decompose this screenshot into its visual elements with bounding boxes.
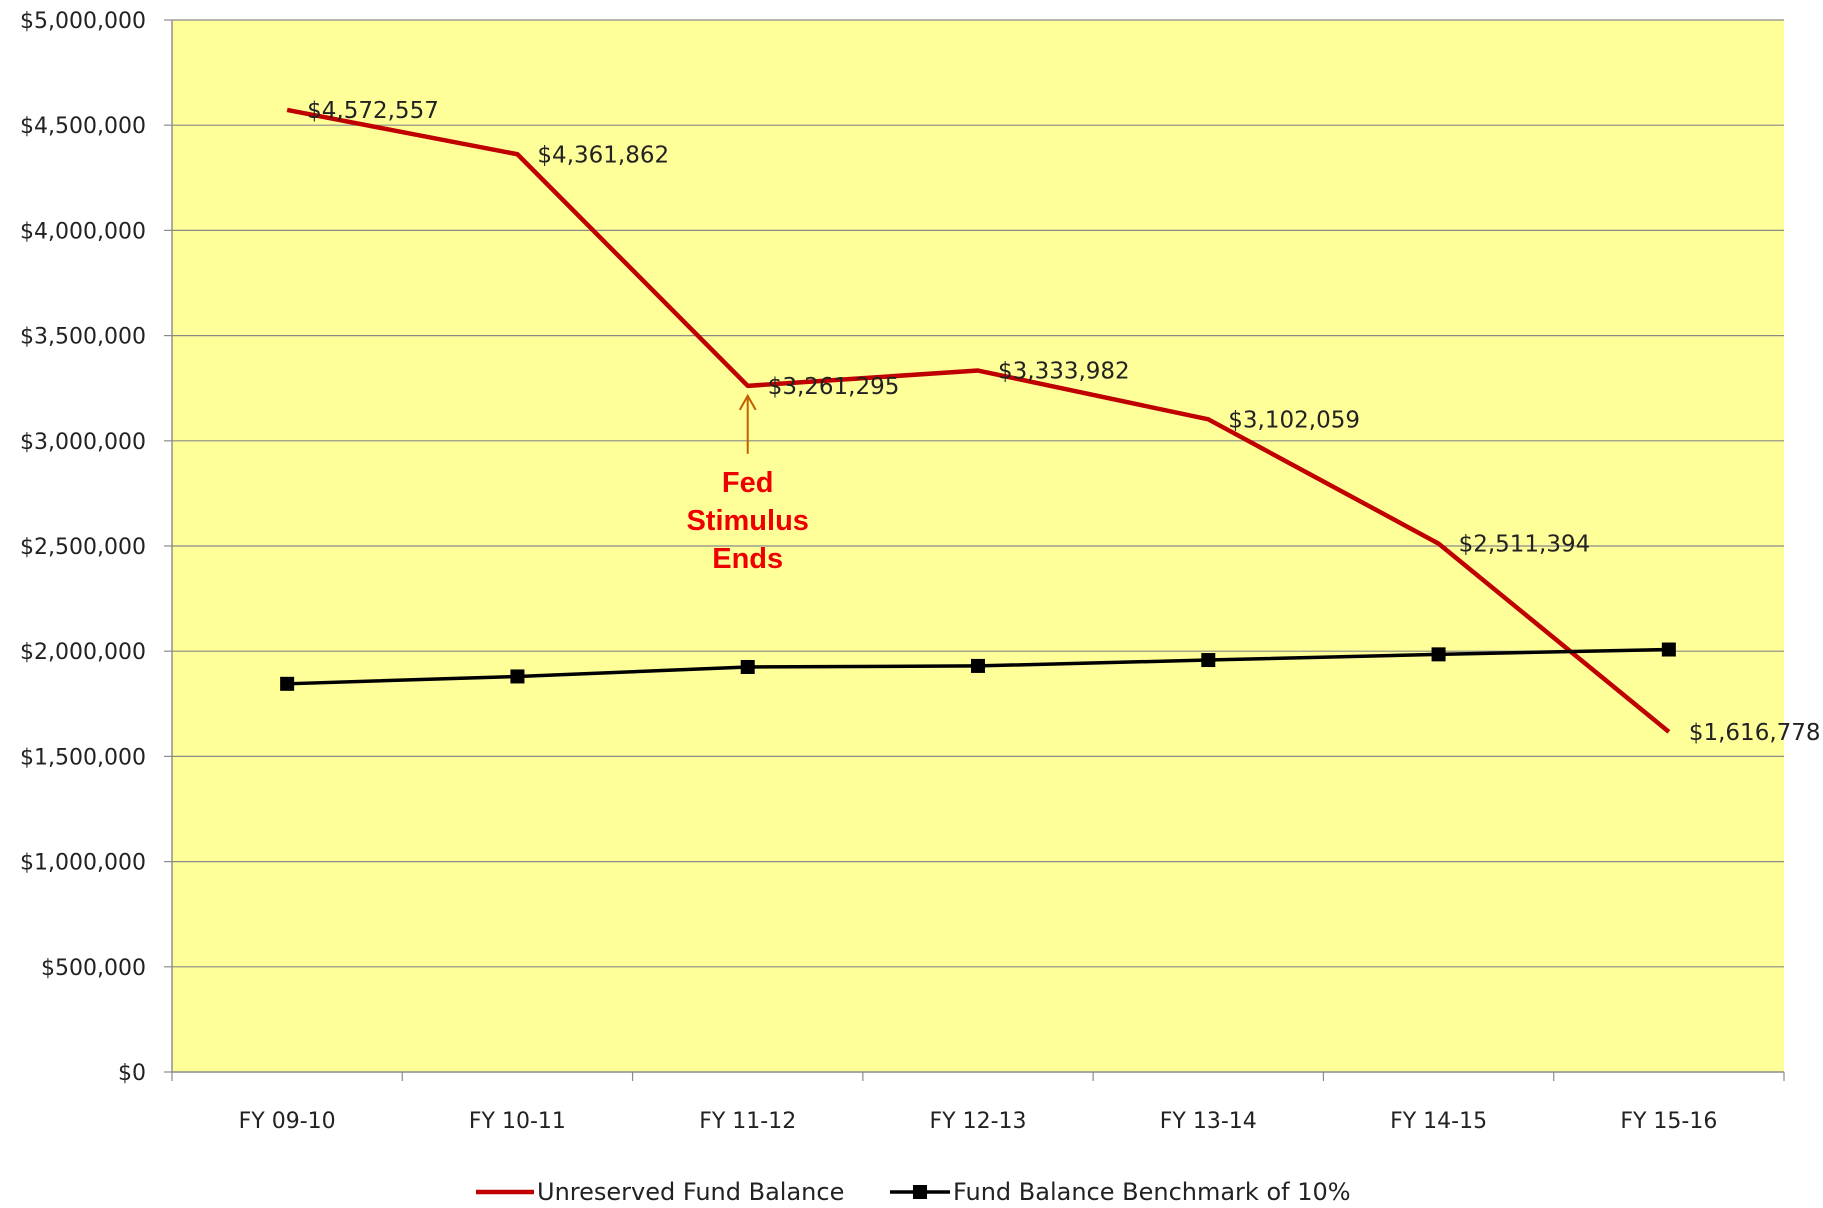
legend-label: Unreserved Fund Balance <box>537 1178 844 1206</box>
data-label: $3,333,982 <box>998 359 1130 385</box>
data-point <box>1201 653 1216 668</box>
data-labels: $4,572,557 $4,361,862 $3,261,295 $3,333,982… <box>307 98 1820 746</box>
annotation-text: Fed <box>722 467 774 499</box>
data-label: $1,616,778 <box>1689 720 1821 746</box>
y-tick-label: $3,000,000 <box>20 430 146 455</box>
y-tick-label: $3,500,000 <box>20 325 146 350</box>
annotation: Fed Stimulus Ends <box>686 393 809 575</box>
data-label: $3,102,059 <box>1228 407 1360 433</box>
y-tick-label: $2,000,000 <box>20 640 146 665</box>
data-point <box>1661 642 1676 657</box>
x-tick-label: FY 14-15 <box>1390 1109 1487 1134</box>
x-tick-label: FY 09-10 <box>239 1109 336 1134</box>
y-tick-label: $0 <box>118 1061 146 1086</box>
data-point <box>280 676 295 691</box>
y-axis: $0 $500,000 $1,000,000 $1,500,000 $2,000,000… <box>20 9 173 1086</box>
series-group <box>280 107 1676 734</box>
data-point <box>1431 647 1446 662</box>
legend-marker <box>913 1185 927 1199</box>
x-tick-label: FY 11-12 <box>699 1109 796 1134</box>
data-label: $4,361,862 <box>537 142 669 168</box>
x-tick-label: FY 15-16 <box>1620 1109 1717 1134</box>
legend-label: Fund Balance Benchmark of 10% <box>953 1178 1351 1206</box>
annotation-text: Ends <box>712 543 783 575</box>
y-tick-label: $2,500,000 <box>20 535 146 560</box>
annotation-text: Stimulus <box>686 505 808 537</box>
x-tick-label: FY 12-13 <box>929 1109 1026 1134</box>
series-line <box>286 107 1671 734</box>
data-label: $4,572,557 <box>307 98 439 124</box>
data-label: $2,511,394 <box>1459 532 1591 558</box>
data-point <box>971 658 985 673</box>
gridlines <box>172 19 1784 968</box>
y-tick-label: $4,000,000 <box>20 219 146 244</box>
data-point <box>740 659 755 674</box>
y-tick-label: $4,500,000 <box>20 114 146 139</box>
y-tick-label: $1,500,000 <box>20 745 146 770</box>
data-point <box>510 669 525 684</box>
legend: Unreserved Fund Balance Fund Balance Benc… <box>476 1178 1351 1206</box>
x-tick-label: FY 13-14 <box>1160 1109 1257 1134</box>
x-axis: FY 09-10 FY 10-11 FY 11-12 FY 12-13 FY 13-14… <box>171 1071 1785 1134</box>
y-tick-label: $1,000,000 <box>20 851 146 876</box>
x-tick-label: FY 10-11 <box>469 1109 566 1134</box>
data-label: $3,261,295 <box>768 374 900 400</box>
y-tick-label: $500,000 <box>41 956 146 981</box>
y-tick-label: $5,000,000 <box>20 9 146 34</box>
annotation-arrowhead <box>738 393 757 411</box>
